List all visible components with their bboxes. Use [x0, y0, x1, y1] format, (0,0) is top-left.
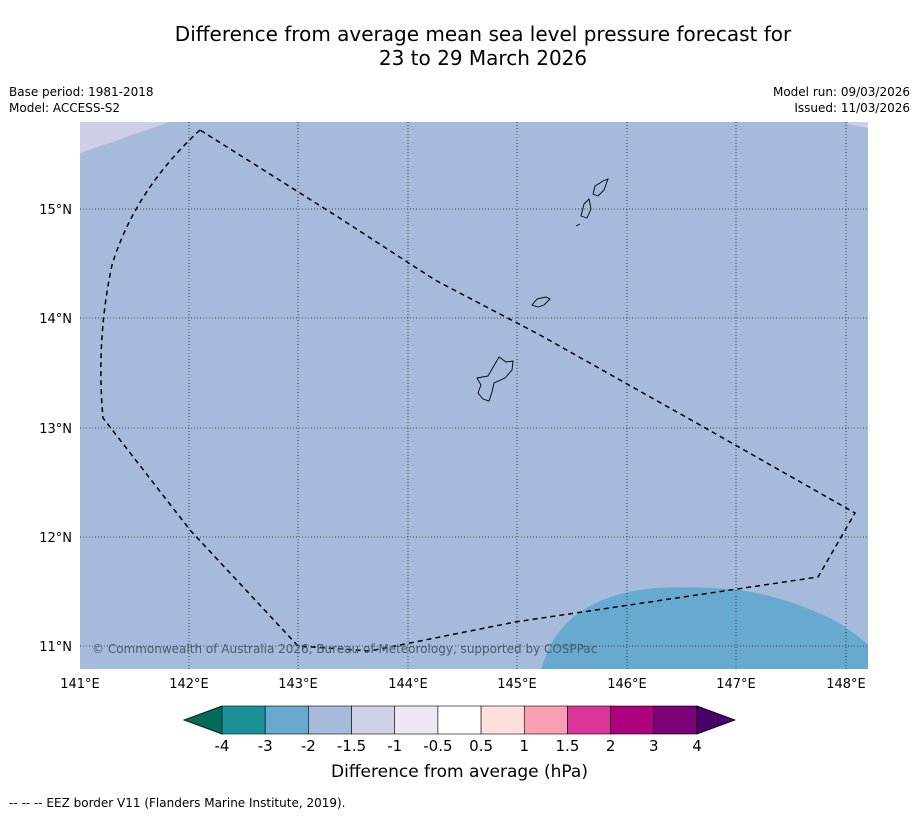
- colorbar-segment: [610, 705, 655, 735]
- colorbar-segment: [480, 705, 525, 735]
- island-tinian: [580, 198, 592, 219]
- colorbar-tick-label: -3: [258, 737, 273, 755]
- title-line-2: 23 to 29 March 2026: [378, 46, 588, 70]
- colorbar-segment: [394, 705, 439, 735]
- colorbar-tick-label: 0.5: [469, 737, 493, 755]
- colorbar-segment: [308, 705, 352, 735]
- colorbar-extend-low: [182, 705, 223, 735]
- colorbar-segment: [264, 705, 309, 735]
- lon-label-142e: 142°E: [169, 677, 209, 692]
- lat-label-15n: 15°N: [39, 203, 72, 218]
- map-panel: © Commonwealth of Australia 2026, Bureau…: [80, 122, 868, 669]
- lon-label-145e: 145°E: [497, 677, 537, 692]
- colorbar-segment: [221, 705, 266, 735]
- lon-label-148e: 148°E: [826, 677, 866, 692]
- lat-label-13n: 13°N: [39, 422, 72, 437]
- lat-label-11n: 11°N: [39, 640, 72, 655]
- meta-left: Base period: 1981-2018 Model: ACCESS-S2: [9, 84, 154, 116]
- colorbar-tick-label: 3: [649, 737, 659, 755]
- anomaly-fill-minus1-5-east: [848, 122, 868, 128]
- anomaly-fill-minus1-5: [80, 122, 170, 153]
- lon-label-147e: 147°E: [716, 677, 756, 692]
- colorbar-label: Difference from average (hPa): [331, 762, 588, 782]
- issued-date: Issued: 11/03/2026: [794, 101, 910, 115]
- eez-footnote: -- -- -- EEZ border V11 (Flanders Marine…: [9, 796, 346, 810]
- map-figure: © Commonwealth of Australia 2026, Bureau…: [39, 122, 868, 755]
- colorbar-tick-label: 2: [606, 737, 616, 755]
- colorbar-tick-label: 1.5: [556, 737, 580, 755]
- island-guam: [476, 356, 514, 402]
- lon-label-141e: 141°E: [60, 677, 100, 692]
- colorbar-segment: [653, 705, 698, 735]
- title-line-1: Difference from average mean sea level p…: [174, 22, 792, 46]
- copyright-text: © Commonwealth of Australia 2026, Bureau…: [92, 642, 597, 656]
- colorbar-tick-label: 4: [692, 737, 702, 755]
- lat-label-14n: 14°N: [39, 312, 72, 327]
- colorbar-tick-label: -1.5: [337, 737, 366, 755]
- chart-title: Difference from average mean sea level p…: [80, 22, 886, 70]
- meta-right: Model run: 09/03/2026 Issued: 11/03/2026: [773, 84, 910, 116]
- colorbar-segment: [351, 705, 396, 735]
- lat-label-12n: 12°N: [39, 531, 72, 546]
- colorbar-segment: [567, 705, 611, 735]
- colorbar-tick-label: -2: [301, 737, 316, 755]
- colorbar-tick-label: -0.5: [423, 737, 452, 755]
- base-period: Base period: 1981-2018: [9, 85, 154, 99]
- lon-label-144e: 144°E: [388, 677, 428, 692]
- lat-labels: 15°N 14°N 13°N 12°N 11°N: [39, 203, 72, 655]
- lon-label-146e: 146°E: [607, 677, 647, 692]
- colorbar: [182, 705, 737, 735]
- anomaly-fill-minus3: [541, 587, 868, 669]
- model-run: Model run: 09/03/2026: [772, 85, 910, 99]
- island-aguijan: [575, 223, 581, 227]
- graticule: [80, 122, 868, 669]
- colorbar-segment: [523, 705, 568, 735]
- model-name: Model: ACCESS-S2: [9, 101, 121, 115]
- lon-labels: 141°E 142°E 143°E 144°E 145°E 146°E 147°…: [60, 677, 866, 692]
- anomaly-fill-minus2: [80, 122, 868, 669]
- colorbar-tick-label: -1: [387, 737, 402, 755]
- colorbar-extend-high: [696, 705, 737, 735]
- colorbar-ticks: -4 -3 -2 -1.5 -1 -0.5 0.5 1 1.5 2 3 4: [215, 737, 702, 755]
- colorbar-segment: [437, 705, 482, 735]
- lon-label-143e: 143°E: [278, 677, 318, 692]
- colorbar-tick-label: -4: [215, 737, 230, 755]
- island-rota: [531, 296, 551, 308]
- colorbar-tick-label: 1: [519, 737, 529, 755]
- island-saipan: [592, 178, 609, 197]
